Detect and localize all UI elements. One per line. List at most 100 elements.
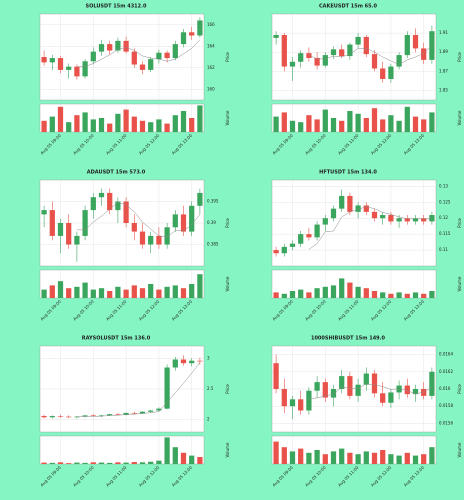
- volume-bar: [421, 293, 427, 298]
- volume-bar: [41, 120, 47, 132]
- volume-bar: [66, 122, 72, 132]
- volume-bar: [180, 452, 187, 464]
- candle-body: [289, 399, 296, 407]
- volume-bar: [322, 109, 328, 132]
- moving-average: [76, 362, 201, 418]
- y-tick-label: 3: [207, 355, 210, 360]
- volume-panel: [39, 269, 205, 299]
- candle-body: [74, 235, 80, 245]
- x-tick-label: Aug 05 13:00: [170, 465, 193, 488]
- candle-body: [107, 192, 113, 211]
- candle-body: [347, 195, 353, 212]
- candle-body: [139, 231, 146, 245]
- y-tick-label: 160: [207, 86, 215, 91]
- candle-body: [412, 218, 419, 222]
- volume-bar: [273, 116, 279, 132]
- x-tick-label: Aug 05 11:00: [105, 465, 128, 488]
- chart-title: RAYSOLUSDT 15m 136.0: [82, 336, 151, 342]
- candle-body: [66, 223, 72, 245]
- volume-bar: [164, 437, 170, 464]
- y-tick-label: 2.5: [207, 386, 214, 391]
- volume-bar: [289, 120, 296, 132]
- candle-body: [339, 49, 345, 57]
- y-tick-label: 0.385: [207, 242, 219, 247]
- y-tick-label: 0.11: [439, 247, 448, 252]
- volume-bar: [41, 462, 47, 464]
- candle-body: [156, 235, 162, 245]
- candle-body: [66, 416, 72, 418]
- x-tick-label: Aug 05 09:00: [39, 465, 62, 488]
- candle-body: [355, 384, 361, 396]
- volume-bar: [281, 293, 287, 298]
- candle-body: [380, 68, 386, 79]
- x-tick-label: Aug 05 10:00: [304, 299, 327, 322]
- volume-bar: [347, 282, 353, 298]
- volume-bar: [74, 462, 80, 464]
- candle-body: [148, 235, 154, 245]
- x-tick-label: Aug 05 09:00: [39, 133, 62, 156]
- candle-body: [98, 415, 105, 417]
- volume-bar: [322, 454, 328, 464]
- y-tick-label: 0.0162: [439, 369, 453, 374]
- candle-body: [156, 408, 162, 411]
- volume-panel: [271, 103, 437, 133]
- volume-bar: [74, 286, 80, 298]
- chart-panel: SOLUSDT 15m 4312.0 160 162 164 166 Aug 05 09:…: [39, 4, 230, 156]
- candle-body: [90, 51, 96, 62]
- candle-body: [322, 55, 328, 66]
- candle-body: [180, 32, 187, 45]
- volume-bar: [314, 119, 320, 132]
- candle-body: [123, 40, 129, 52]
- candle-body: [197, 360, 203, 362]
- volume-bar: [180, 111, 187, 132]
- candle-body: [298, 53, 304, 62]
- candle-body: [273, 250, 279, 254]
- volume-axis-label: Volume: [225, 276, 230, 291]
- candle-body: [172, 44, 178, 59]
- candle-body: [82, 61, 88, 77]
- candle-body: [380, 393, 386, 403]
- candle-body: [148, 59, 154, 70]
- volume-bar: [139, 288, 146, 298]
- candle-body: [281, 35, 287, 67]
- volume-bar: [371, 291, 378, 298]
- volume-bar: [412, 292, 419, 298]
- candle-body: [412, 35, 419, 49]
- x-tick-label: Aug 05 09:00: [271, 465, 294, 488]
- y-tick-label: 164: [207, 43, 215, 48]
- volume-bar: [98, 462, 105, 464]
- candle-body: [429, 371, 435, 396]
- volume-bar: [281, 447, 287, 464]
- candle-body: [363, 373, 369, 385]
- x-tick-label: Aug 05 11:00: [337, 465, 360, 488]
- candle-body: [107, 44, 113, 51]
- y-axis-label: Price: [225, 384, 230, 394]
- volume-bar: [380, 119, 386, 132]
- candle-body: [148, 410, 154, 412]
- candle-body: [404, 385, 410, 395]
- candle-body: [57, 416, 64, 417]
- y-tick-label: 1.89: [439, 49, 448, 54]
- volume-bar: [57, 281, 64, 298]
- y-tick-label: 0.395: [207, 199, 219, 204]
- candle-body: [306, 53, 312, 58]
- volume-bar: [123, 289, 129, 298]
- volume-bar: [306, 452, 312, 464]
- volume-bar: [363, 451, 369, 464]
- moving-average: [308, 383, 433, 400]
- x-tick-label: Aug 05 09:00: [271, 133, 294, 156]
- volume-bar: [115, 113, 121, 132]
- candle-body: [139, 411, 146, 414]
- candle-body: [355, 36, 361, 45]
- candle-body: [131, 223, 137, 232]
- volume-bar: [66, 288, 72, 298]
- volume-bar: [330, 118, 337, 132]
- volume-bar: [363, 288, 369, 298]
- volume-bar: [156, 289, 162, 298]
- volume-bar: [123, 109, 129, 132]
- volume-bar: [421, 454, 427, 464]
- volume-bar: [273, 292, 279, 298]
- volume-bar: [98, 288, 105, 298]
- candle-body: [156, 52, 162, 60]
